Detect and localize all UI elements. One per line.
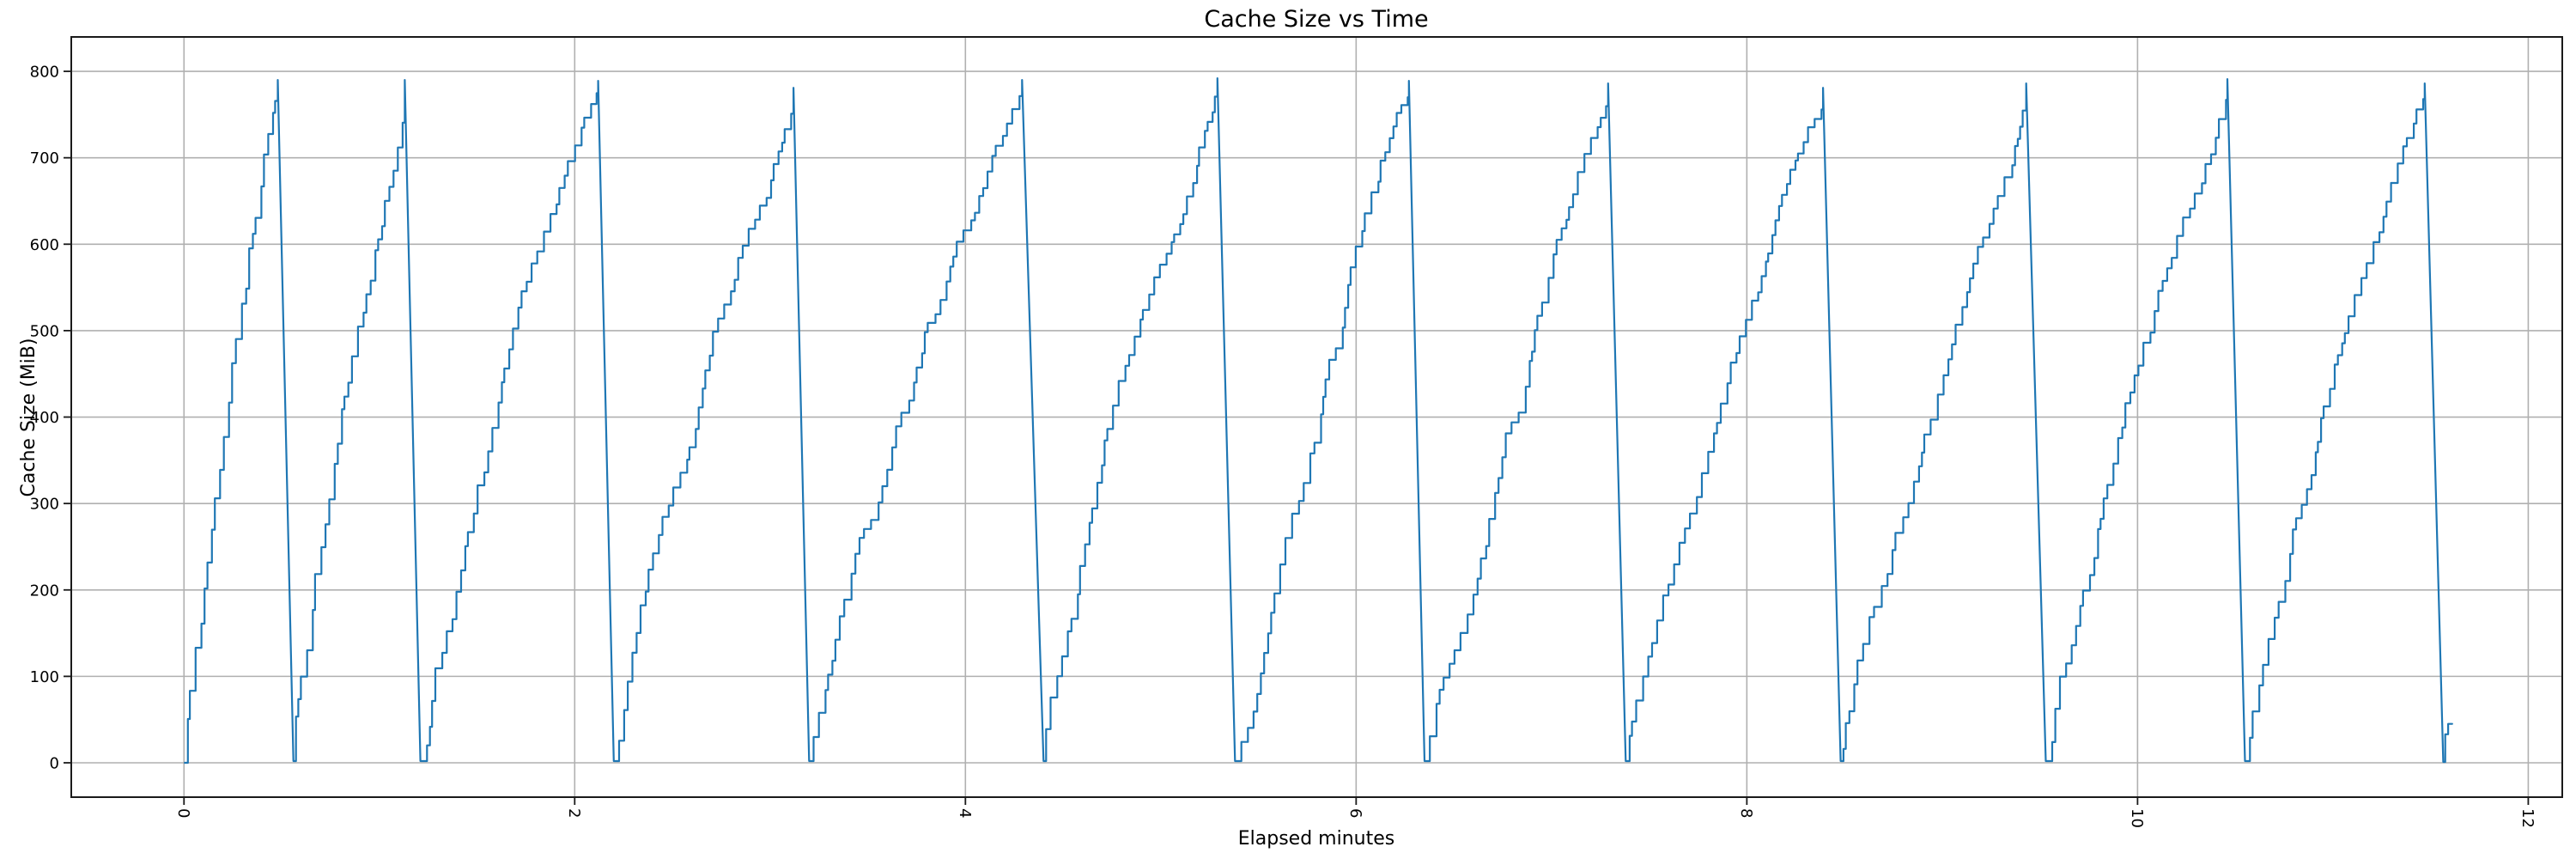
series-group bbox=[184, 77, 2453, 765]
x-tick-label: 6 bbox=[1346, 808, 1364, 818]
y-tick-label: 400 bbox=[30, 409, 59, 427]
x-tick-label: 12 bbox=[2518, 808, 2537, 828]
y-axis-label: Cache Size (MiB) bbox=[18, 338, 39, 497]
y-tick-label: 100 bbox=[30, 668, 59, 686]
y-tick-label: 500 bbox=[30, 322, 59, 340]
y-tick-label: 700 bbox=[30, 149, 59, 168]
x-tick-label: 8 bbox=[1737, 808, 1755, 818]
x-tick-label: 2 bbox=[565, 808, 583, 818]
y-tick-label: 600 bbox=[30, 236, 59, 254]
y-tick-label: 200 bbox=[30, 582, 59, 600]
y-tick-label: 0 bbox=[50, 755, 59, 773]
x-tick-label: 10 bbox=[2128, 808, 2146, 828]
x-tick-label: 4 bbox=[956, 808, 974, 818]
x-axis-ticks: 0 2 4 6 8 10 12 bbox=[174, 797, 2537, 828]
gridlines bbox=[71, 37, 2562, 797]
y-tick-label: 300 bbox=[30, 496, 59, 514]
x-axis-label: Elapsed minutes bbox=[1238, 828, 1394, 850]
chart-title: Cache Size vs Time bbox=[1204, 6, 1428, 33]
y-axis-ticks: 0 100 200 300 400 500 600 700 800 bbox=[30, 64, 71, 773]
x-tick-label: 0 bbox=[174, 808, 192, 818]
cache-size-series bbox=[184, 77, 2453, 765]
y-tick-label: 800 bbox=[30, 64, 59, 82]
